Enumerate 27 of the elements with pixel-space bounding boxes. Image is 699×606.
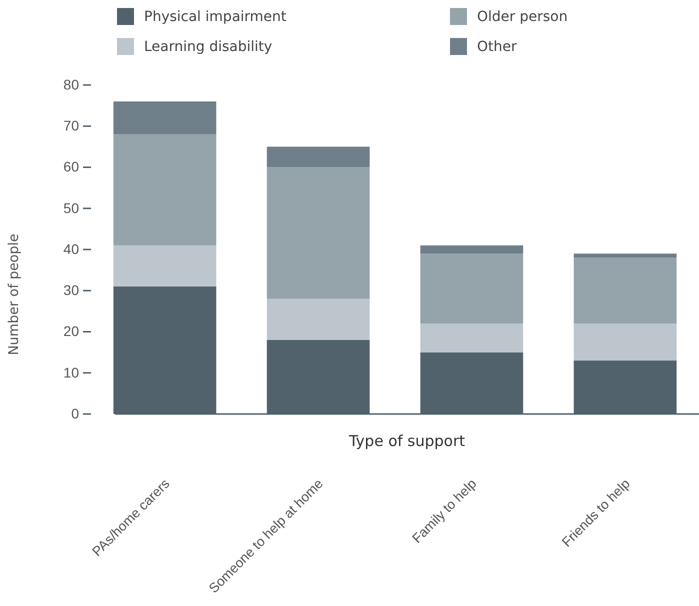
y-axis-title: Number of people xyxy=(6,234,22,356)
bar xyxy=(574,258,677,324)
y-tick-label: 10 xyxy=(63,364,80,380)
bar xyxy=(266,146,370,168)
y-tick-label: 50 xyxy=(63,200,80,216)
bar xyxy=(266,167,370,299)
bar xyxy=(420,245,524,254)
y-tick-label: 30 xyxy=(63,282,80,298)
bar xyxy=(574,254,677,258)
bar xyxy=(266,298,370,340)
y-tick-label: 70 xyxy=(63,118,80,134)
bar xyxy=(420,254,524,324)
y-tick-label: 40 xyxy=(63,240,80,257)
y-tick-label: 20 xyxy=(63,323,80,340)
bar xyxy=(113,101,216,134)
y-tick-label: 0 xyxy=(71,405,80,422)
legend-label: Older person xyxy=(477,9,568,25)
legend-label: Learning disability xyxy=(144,39,272,55)
bar xyxy=(574,324,677,361)
legend-label: Other xyxy=(477,39,517,55)
x-axis-title: Type of support xyxy=(348,432,466,450)
y-tick-label: 80 xyxy=(63,76,80,92)
y-tick-label: 60 xyxy=(63,158,80,175)
bar xyxy=(420,324,524,352)
bar xyxy=(113,245,216,287)
bar xyxy=(113,134,216,246)
legend-label: Physical impairment xyxy=(144,9,287,25)
